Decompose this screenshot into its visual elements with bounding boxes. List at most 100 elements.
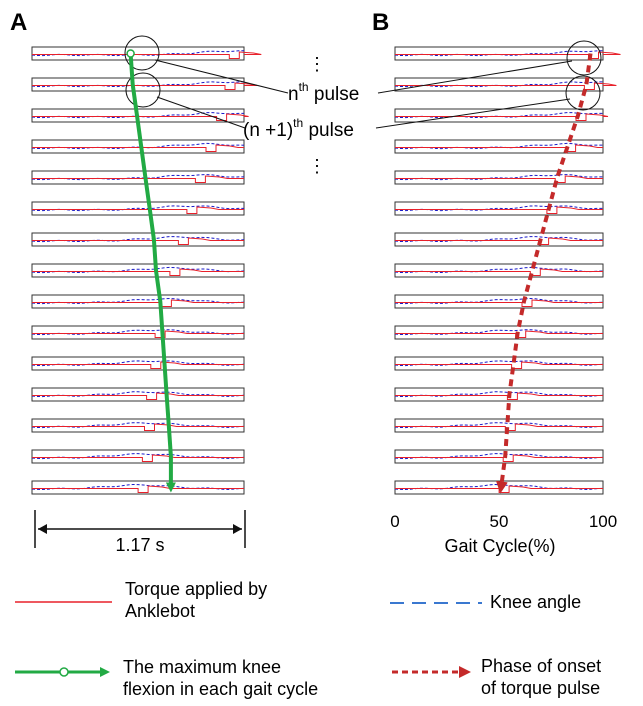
gait-axis-label: Gait Cycle(%) (444, 536, 555, 556)
strip-a-8 (31, 263, 245, 278)
strip-b-1 (394, 46, 621, 61)
torque-trace (32, 268, 244, 276)
strip-frame (394, 46, 604, 61)
torque-trace (32, 361, 244, 369)
strip-b-14 (394, 449, 604, 464)
strip-frame (31, 387, 245, 402)
strip-b-4 (394, 139, 604, 154)
torque-trace (32, 113, 249, 121)
torque-trace (32, 423, 244, 431)
strip-frame (31, 449, 245, 464)
strip-frame (31, 232, 245, 247)
gait-cycle-axis: 0 50 100 (390, 512, 617, 531)
leader-n1th-b (375, 98, 571, 129)
n1th-pulse-circle-a (125, 72, 161, 108)
torque-trace (395, 361, 603, 369)
strip-frame (394, 356, 604, 371)
max-knee-flexion-trend (128, 53, 176, 493)
panel-a-strips (31, 46, 262, 495)
gait-tick-label: 0 (390, 512, 399, 531)
strip-a-5 (31, 170, 245, 185)
strip-a-11 (31, 356, 245, 371)
strip-frame (31, 294, 245, 309)
gait-tick-label: 100 (589, 512, 617, 531)
torque-trace (32, 175, 244, 183)
strip-a-6 (31, 201, 245, 216)
strip-frame (31, 139, 245, 154)
strip-a-10 (31, 325, 245, 340)
strip-frame (31, 263, 245, 278)
strip-a-3 (31, 108, 249, 123)
strip-frame (394, 325, 604, 340)
time-scale-bar (34, 510, 246, 548)
torque-trace (32, 51, 262, 59)
strip-b-7 (394, 232, 604, 247)
strip-a-7 (31, 232, 245, 247)
torque-trace (395, 299, 603, 307)
leader-n1th-a (156, 96, 246, 129)
panel-label-a: A (10, 9, 27, 36)
strip-frame (394, 263, 604, 278)
torque-trace (395, 175, 603, 183)
torque-trace (32, 206, 244, 214)
strip-frame (31, 480, 245, 495)
legend: Torque applied by Anklebot Knee angle The… (15, 579, 601, 699)
legend-onset-label: Phase of onset of torque pulse (481, 656, 601, 698)
strip-frame (31, 77, 245, 92)
ellipsis-bottom: ⋮ (308, 156, 326, 176)
max-knee-flexion-start-marker (126, 49, 135, 58)
strip-frame (31, 356, 245, 371)
strip-frame (394, 294, 604, 309)
n1th-pulse-label: (n +1)th pulse (243, 116, 354, 141)
strip-b-13 (394, 418, 604, 433)
torque-trace (32, 454, 244, 462)
leader-nth-a (154, 59, 289, 94)
strip-a-14 (31, 449, 245, 464)
torque-trace (32, 237, 244, 245)
strip-a-15 (31, 480, 245, 495)
torque-trace (395, 206, 603, 214)
strip-a-2 (31, 77, 258, 92)
strip-a-13 (31, 418, 245, 433)
strip-frame (31, 46, 245, 61)
strip-a-12 (31, 387, 245, 402)
nth-pulse-circle-b (566, 40, 602, 76)
strip-b-12 (394, 387, 604, 402)
strip-a-9 (31, 294, 245, 309)
legend-knee-label: Knee angle (490, 592, 581, 612)
panel-b-strips (394, 46, 621, 495)
nth-pulse-circle-a (124, 35, 160, 71)
torque-trace (32, 144, 244, 152)
torque-trace (395, 268, 603, 276)
strip-b-8 (394, 263, 604, 278)
panel-label-b: B (372, 9, 389, 36)
strip-b-10 (394, 325, 604, 340)
pulse-annotations (124, 35, 602, 129)
strip-a-1 (31, 46, 262, 61)
strip-b-9 (394, 294, 604, 309)
legend-max-flexion-label: The maximum knee flexion in each gait cyc… (123, 657, 318, 699)
legend-max-flexion-marker (59, 667, 69, 677)
strip-frame (394, 418, 604, 433)
torque-trace (32, 330, 244, 338)
torque-trace (32, 392, 244, 400)
strip-b-15 (394, 480, 604, 495)
torque-trace (395, 82, 617, 90)
strip-b-6 (394, 201, 604, 216)
n1th-pulse-circle-b (565, 75, 601, 111)
strip-frame (394, 139, 604, 154)
ellipsis-top: ⋮ (308, 54, 326, 74)
strip-frame (394, 170, 604, 185)
torque-onset-trend (495, 53, 593, 494)
nth-pulse-label: nth pulse (288, 80, 359, 105)
strip-frame (394, 387, 604, 402)
legend-torque-label: Torque applied by Anklebot (125, 579, 267, 621)
strip-a-4 (31, 139, 245, 154)
strip-b-5 (394, 170, 604, 185)
strip-frame (394, 449, 604, 464)
strip-b-11 (394, 356, 604, 371)
gait-tick-label: 50 (490, 512, 509, 531)
torque-trace (395, 454, 603, 462)
strip-frame (31, 325, 245, 340)
